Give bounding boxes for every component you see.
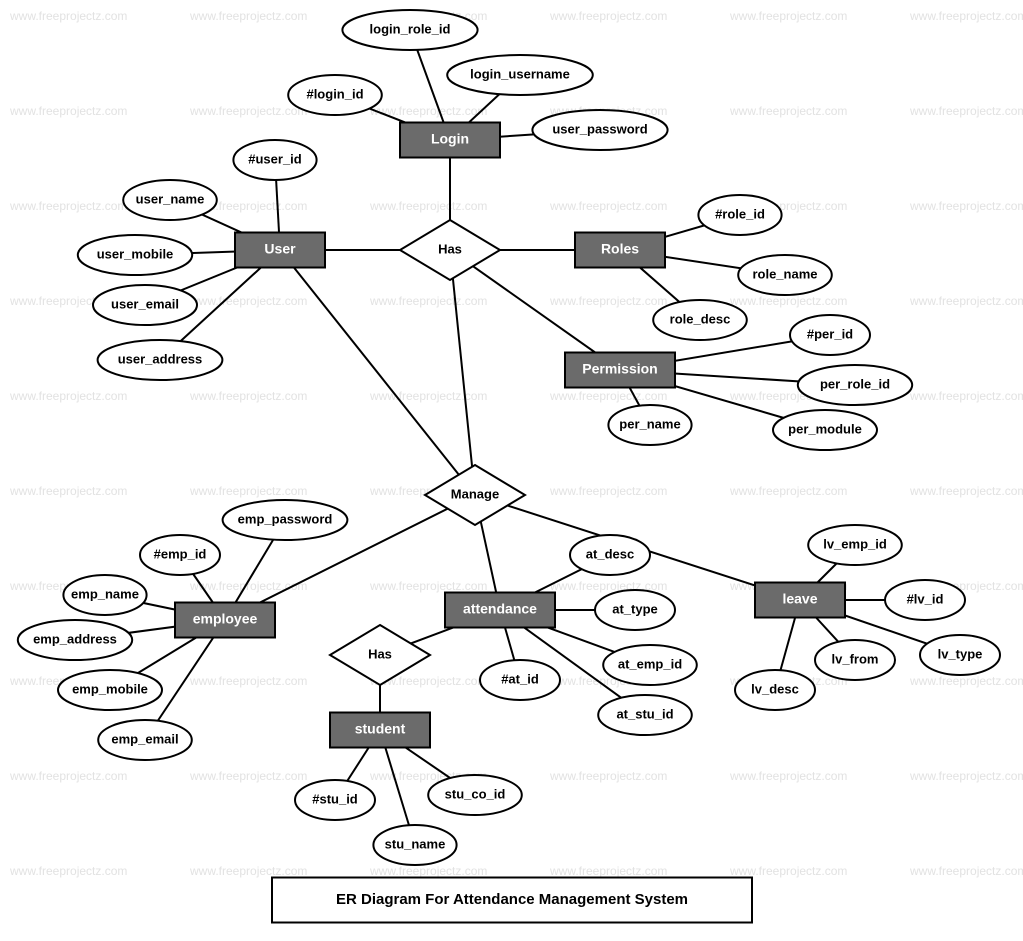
attribute-emp_password-label: emp_password [238, 511, 333, 526]
attribute-stu_co_id-label: stu_co_id [445, 786, 506, 801]
attribute-at_stu_id-label: at_stu_id [616, 706, 673, 721]
svg-text:www.freeprojectz.com: www.freeprojectz.com [369, 294, 487, 308]
svg-text:www.freeprojectz.com: www.freeprojectz.com [189, 674, 307, 688]
svg-text:www.freeprojectz.com: www.freeprojectz.com [189, 864, 307, 878]
attribute-at_emp_id-label: at_emp_id [618, 656, 682, 671]
attribute-lv_desc-label: lv_desc [751, 681, 799, 696]
entity-user-label: User [264, 241, 296, 257]
svg-text:www.freeprojectz.com: www.freeprojectz.com [549, 199, 667, 213]
relationship-has_top-label: Has [438, 241, 462, 256]
attribute-emp_address-label: emp_address [33, 631, 117, 646]
entity-roles-label: Roles [601, 241, 639, 257]
attribute-user_id-label: #user_id [248, 151, 302, 166]
relationship-has_bot-label: Has [368, 646, 392, 661]
svg-text:www.freeprojectz.com: www.freeprojectz.com [189, 294, 307, 308]
entity-student-label: student [355, 721, 406, 737]
svg-text:www.freeprojectz.com: www.freeprojectz.com [189, 389, 307, 403]
attribute-user_password-label: user_password [552, 121, 647, 136]
svg-text:www.freeprojectz.com: www.freeprojectz.com [729, 484, 847, 498]
attribute-layer: login_role_id #login_id login_usernameuser… [18, 10, 1000, 865]
svg-text:www.freeprojectz.com: www.freeprojectz.com [9, 199, 127, 213]
entity-login-label: Login [431, 131, 469, 147]
entity-attendance-label: attendance [463, 601, 537, 617]
svg-text:www.freeprojectz.com: www.freeprojectz.com [909, 864, 1023, 878]
svg-text:www.freeprojectz.com: www.freeprojectz.com [549, 294, 667, 308]
svg-text:www.freeprojectz.com: www.freeprojectz.com [9, 389, 127, 403]
svg-text:www.freeprojectz.com: www.freeprojectz.com [549, 389, 667, 403]
entity-leave-label: leave [782, 591, 817, 607]
svg-text:www.freeprojectz.com: www.freeprojectz.com [729, 769, 847, 783]
attribute-lv_id-label: #lv_id [907, 591, 944, 606]
svg-text:www.freeprojectz.com: www.freeprojectz.com [9, 484, 127, 498]
svg-text:www.freeprojectz.com: www.freeprojectz.com [909, 484, 1023, 498]
svg-text:www.freeprojectz.com: www.freeprojectz.com [189, 9, 307, 23]
attribute-login_username-label: login_username [470, 66, 570, 81]
entity-permission-label: Permission [582, 361, 657, 377]
entity-employee-label: employee [193, 611, 258, 627]
svg-text:www.freeprojectz.com: www.freeprojectz.com [549, 484, 667, 498]
diagram-title: ER Diagram For Attendance Management Sys… [272, 878, 752, 923]
svg-text:www.freeprojectz.com: www.freeprojectz.com [549, 864, 667, 878]
svg-text:www.freeprojectz.com: www.freeprojectz.com [189, 484, 307, 498]
svg-text:www.freeprojectz.com: www.freeprojectz.com [909, 104, 1023, 118]
attribute-user_email-label: user_email [111, 296, 179, 311]
attribute-stu_name-label: stu_name [385, 836, 446, 851]
svg-text:www.freeprojectz.com: www.freeprojectz.com [729, 9, 847, 23]
svg-text:www.freeprojectz.com: www.freeprojectz.com [9, 9, 127, 23]
attribute-lv_type-label: lv_type [938, 646, 983, 661]
attribute-emp_mobile-label: emp_mobile [72, 681, 148, 696]
svg-text:www.freeprojectz.com: www.freeprojectz.com [369, 579, 487, 593]
svg-text:www.freeprojectz.com: www.freeprojectz.com [9, 104, 127, 118]
attribute-user_name-label: user_name [136, 191, 205, 206]
attribute-stu_id-label: #stu_id [312, 791, 358, 806]
attribute-lv_from-label: lv_from [832, 651, 879, 666]
svg-text:www.freeprojectz.com: www.freeprojectz.com [9, 769, 127, 783]
svg-text:www.freeprojectz.com: www.freeprojectz.com [729, 294, 847, 308]
svg-text:www.freeprojectz.com: www.freeprojectz.com [909, 389, 1023, 403]
attribute-role_id-label: #role_id [715, 206, 765, 221]
attribute-at_id-label: #at_id [501, 671, 539, 686]
attribute-per_name-label: per_name [619, 416, 680, 431]
svg-text:www.freeprojectz.com: www.freeprojectz.com [549, 9, 667, 23]
svg-text:www.freeprojectz.com: www.freeprojectz.com [729, 104, 847, 118]
attribute-at_desc-label: at_desc [586, 546, 634, 561]
attribute-emp_name-label: emp_name [71, 586, 139, 601]
svg-text:www.freeprojectz.com: www.freeprojectz.com [369, 199, 487, 213]
svg-text:www.freeprojectz.com: www.freeprojectz.com [369, 864, 487, 878]
svg-text:www.freeprojectz.com: www.freeprojectz.com [909, 199, 1023, 213]
attribute-lv_emp_id-label: lv_emp_id [823, 536, 887, 551]
attribute-role_name-label: role_name [752, 266, 817, 281]
attribute-login_role_id-label: login_role_id [370, 21, 451, 36]
attribute-emp_email-label: emp_email [111, 731, 178, 746]
svg-text:www.freeprojectz.com: www.freeprojectz.com [909, 294, 1023, 308]
attribute-user_mobile-label: user_mobile [97, 246, 174, 261]
svg-text:www.freeprojectz.com: www.freeprojectz.com [189, 104, 307, 118]
er-diagram-canvas: www.freeprojectz.com www.freeprojectz.com… [0, 0, 1023, 941]
svg-text:www.freeprojectz.com: www.freeprojectz.com [189, 769, 307, 783]
attribute-per_module-label: per_module [788, 421, 862, 436]
attribute-per_id-label: #per_id [807, 326, 853, 341]
svg-text:www.freeprojectz.com: www.freeprojectz.com [909, 674, 1023, 688]
svg-text:www.freeprojectz.com: www.freeprojectz.com [909, 769, 1023, 783]
svg-text:www.freeprojectz.com: www.freeprojectz.com [369, 389, 487, 403]
attribute-per_role_id-label: per_role_id [820, 376, 890, 391]
attribute-emp_id-label: #emp_id [154, 546, 207, 561]
svg-text:www.freeprojectz.com: www.freeprojectz.com [9, 864, 127, 878]
diagram-title-text: ER Diagram For Attendance Management Sys… [336, 891, 688, 908]
svg-text:www.freeprojectz.com: www.freeprojectz.com [909, 9, 1023, 23]
attribute-role_desc-label: role_desc [670, 311, 731, 326]
attribute-user_address-label: user_address [118, 351, 203, 366]
attribute-at_type-label: at_type [612, 601, 658, 616]
relationship-manage-label: Manage [451, 486, 499, 501]
svg-text:www.freeprojectz.com: www.freeprojectz.com [729, 864, 847, 878]
attribute-login_id-label: #login_id [306, 86, 363, 101]
svg-text:www.freeprojectz.com: www.freeprojectz.com [549, 769, 667, 783]
